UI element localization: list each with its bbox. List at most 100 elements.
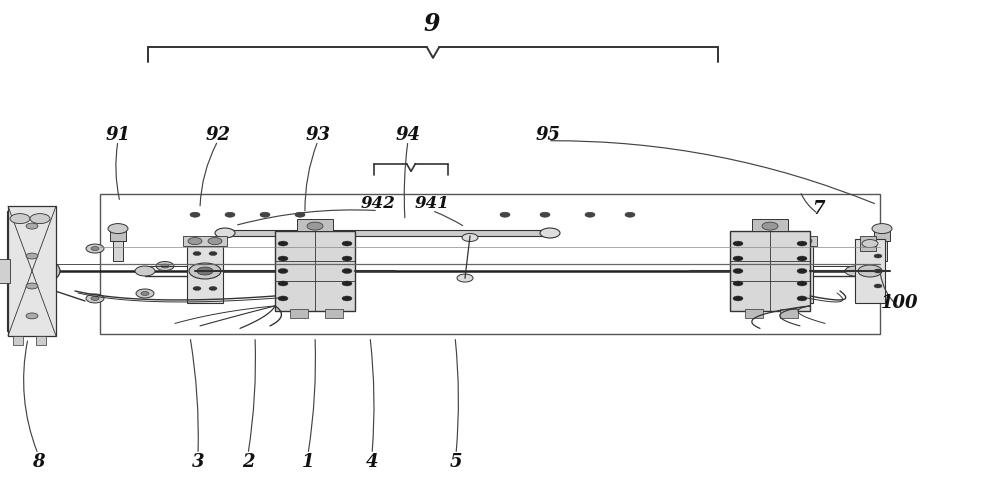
Circle shape: [86, 244, 104, 253]
Circle shape: [193, 251, 201, 255]
Circle shape: [787, 267, 803, 275]
Bar: [7, 211, 55, 331]
Circle shape: [874, 254, 882, 258]
Circle shape: [189, 263, 221, 279]
Text: 94: 94: [396, 126, 420, 144]
Bar: [11, 231, 31, 311]
Circle shape: [797, 281, 807, 286]
Circle shape: [278, 296, 288, 301]
Text: 3: 3: [192, 453, 204, 471]
Bar: [110, 226, 126, 241]
Bar: [100, 194, 880, 334]
Circle shape: [797, 256, 807, 261]
Circle shape: [26, 223, 38, 229]
Circle shape: [26, 253, 38, 259]
Text: 1: 1: [302, 453, 314, 471]
Circle shape: [540, 228, 560, 238]
Circle shape: [209, 251, 217, 255]
Circle shape: [783, 286, 791, 290]
Circle shape: [135, 266, 155, 276]
Circle shape: [208, 238, 222, 245]
Circle shape: [91, 296, 99, 300]
Bar: [855, 239, 885, 303]
Circle shape: [13, 254, 21, 258]
Bar: [325, 309, 343, 318]
Circle shape: [13, 284, 21, 288]
Circle shape: [91, 247, 99, 250]
Circle shape: [342, 296, 352, 301]
Circle shape: [188, 238, 202, 245]
Circle shape: [799, 286, 807, 290]
Circle shape: [190, 212, 200, 217]
Circle shape: [342, 256, 352, 261]
Circle shape: [13, 299, 21, 303]
Circle shape: [342, 268, 352, 273]
Circle shape: [15, 263, 45, 278]
Text: 92: 92: [206, 126, 230, 144]
Circle shape: [108, 224, 128, 234]
Circle shape: [799, 251, 807, 255]
Circle shape: [733, 268, 743, 273]
Circle shape: [193, 286, 201, 290]
Circle shape: [733, 256, 743, 261]
Circle shape: [872, 224, 892, 234]
Circle shape: [797, 296, 807, 301]
Circle shape: [225, 212, 235, 217]
Circle shape: [779, 263, 811, 279]
Circle shape: [540, 212, 550, 217]
Text: 100: 100: [881, 294, 919, 312]
Bar: [13, 336, 23, 345]
Circle shape: [862, 240, 878, 248]
Circle shape: [733, 281, 743, 286]
Circle shape: [209, 286, 217, 290]
Text: 9: 9: [424, 12, 440, 36]
Text: 95: 95: [536, 126, 560, 144]
Circle shape: [30, 214, 50, 224]
Circle shape: [762, 222, 778, 230]
Bar: [780, 309, 798, 318]
Circle shape: [161, 264, 169, 268]
Circle shape: [798, 238, 812, 245]
Circle shape: [260, 212, 270, 217]
Circle shape: [295, 212, 305, 217]
Bar: [7, 261, 15, 281]
Circle shape: [500, 212, 510, 217]
Circle shape: [13, 269, 21, 273]
Circle shape: [858, 265, 882, 277]
Bar: [225, 230, 550, 236]
Circle shape: [278, 256, 288, 261]
Circle shape: [457, 274, 473, 282]
Circle shape: [797, 268, 807, 273]
Circle shape: [342, 281, 352, 286]
Bar: [745, 309, 763, 318]
Circle shape: [783, 251, 791, 255]
Bar: [36, 336, 46, 345]
Text: 4: 4: [366, 453, 378, 471]
Text: 941: 941: [415, 195, 449, 212]
Circle shape: [733, 241, 743, 246]
Bar: [752, 219, 788, 231]
Text: 8: 8: [32, 453, 44, 471]
Bar: [113, 229, 123, 261]
Circle shape: [307, 222, 323, 230]
Circle shape: [197, 267, 213, 275]
Text: 7: 7: [812, 200, 824, 218]
Bar: [874, 226, 890, 241]
Circle shape: [156, 261, 174, 270]
Bar: [297, 219, 333, 231]
Bar: [877, 229, 887, 261]
Circle shape: [733, 296, 743, 301]
Text: 93: 93: [306, 126, 330, 144]
Bar: [0, 258, 10, 283]
Circle shape: [625, 212, 635, 217]
Circle shape: [278, 281, 288, 286]
Circle shape: [136, 289, 154, 298]
Text: 91: 91: [106, 126, 130, 144]
Text: 5: 5: [450, 453, 462, 471]
Bar: [860, 236, 876, 251]
Circle shape: [874, 284, 882, 288]
Bar: [777, 239, 813, 303]
Bar: [275, 231, 355, 311]
Circle shape: [10, 214, 30, 224]
Bar: [773, 236, 817, 246]
